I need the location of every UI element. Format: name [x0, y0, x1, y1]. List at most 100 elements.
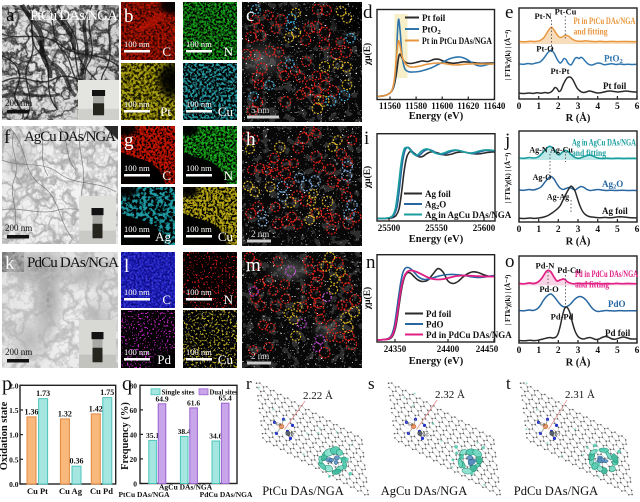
svg-text:| FTk³χ(k) | (Å⁻⁴): | FTk³χ(k) | (Å⁻⁴) [504, 274, 512, 325]
svg-text:34.6: 34.6 [209, 432, 222, 441]
svg-text:3: 3 [576, 225, 581, 235]
svg-text:200 nm: 200 nm [5, 347, 32, 357]
svg-text:35.1: 35.1 [146, 431, 159, 440]
svg-text:Energy (eV): Energy (eV) [409, 234, 464, 245]
svg-text:Pt: Pt [291, 432, 296, 437]
svg-text:Oxidation state: Oxidation state [0, 401, 10, 470]
svg-text:0: 0 [517, 225, 522, 235]
svg-text:100 nm: 100 nm [124, 163, 150, 173]
svg-text:1.73: 1.73 [36, 389, 50, 398]
svg-text:| FTk³χ(k) | (Å⁻⁴): | FTk³χ(k) | (Å⁻⁴) [504, 29, 512, 80]
svg-text:100 nm: 100 nm [186, 99, 212, 109]
svg-text:AgCu DAs/NGA: AgCu DAs/NGA [159, 483, 213, 492]
svg-text:1.0: 1.0 [9, 431, 19, 440]
svg-text:3: 3 [576, 346, 581, 356]
svg-text:2.31 Å: 2.31 Å [565, 389, 595, 401]
svg-text:Energy (eV): Energy (eV) [409, 356, 464, 367]
svg-text:24400: 24400 [437, 344, 460, 354]
svg-text:h: h [246, 129, 256, 150]
svg-text:Frequency (%): Frequency (%) [120, 402, 131, 470]
svg-text:4: 4 [595, 346, 600, 356]
svg-text:Cu: Cu [218, 352, 234, 367]
svg-text:3: 3 [576, 102, 581, 112]
svg-text:25550: 25550 [425, 223, 448, 233]
svg-text:100 nm: 100 nm [186, 224, 212, 234]
svg-text:5: 5 [615, 225, 620, 235]
svg-text:11560: 11560 [379, 101, 402, 111]
svg-text:PdO: PdO [426, 320, 444, 330]
svg-text:c: c [246, 5, 254, 26]
svg-text:Cu: Cu [218, 229, 234, 244]
svg-text:6: 6 [635, 346, 640, 356]
svg-text:Energy (eV): Energy (eV) [409, 111, 464, 122]
svg-text:2.0: 2.0 [9, 381, 19, 390]
svg-text:24350: 24350 [384, 344, 407, 354]
svg-text:| FTk³χ(k) | (Å⁻⁴): | FTk³χ(k) | (Å⁻⁴) [504, 152, 512, 203]
svg-text:2.22 Å: 2.22 Å [303, 390, 333, 402]
svg-text:Pd: Pd [157, 352, 171, 367]
svg-text:Pd in PdCu DAs/NGA: Pd in PdCu DAs/NGA [575, 269, 638, 279]
svg-text:R (Å): R (Å) [566, 357, 591, 369]
svg-text:5 nm: 5 nm [251, 105, 269, 115]
svg-text:Cu Pd: Cu Pd [90, 486, 113, 496]
svg-text:Ag in AgCu DAs/NGA: Ag in AgCu DAs/NGA [572, 138, 636, 148]
svg-text:11600: 11600 [431, 101, 454, 111]
svg-text:Ag-Cu: Ag-Cu [550, 146, 573, 155]
svg-text:Ag-O: Ag-O [533, 173, 552, 182]
svg-text:b: b [124, 6, 134, 27]
svg-text:N: N [224, 44, 234, 59]
svg-text:1: 1 [536, 102, 541, 112]
svg-text:d: d [363, 2, 373, 23]
svg-text:2: 2 [556, 225, 561, 235]
svg-text:2: 2 [556, 102, 561, 112]
svg-text:1: 1 [536, 346, 541, 356]
svg-text:m: m [246, 255, 261, 276]
svg-text:k: k [5, 253, 15, 274]
svg-text:PtCu DAs/NGA: PtCu DAs/NGA [262, 484, 344, 498]
svg-text:PtO2: PtO2 [604, 54, 623, 66]
svg-text:1.42: 1.42 [89, 404, 103, 413]
svg-text:t: t [506, 374, 511, 393]
svg-text:Ag2O: Ag2O [425, 200, 446, 212]
svg-text:χμ(E): χμ(E) [362, 166, 373, 189]
svg-text:64.9: 64.9 [155, 394, 168, 403]
svg-text:χμ(E): χμ(E) [362, 43, 373, 66]
svg-text:and fitting: and fitting [575, 280, 609, 290]
svg-text:Pt-N: Pt-N [535, 11, 553, 21]
svg-text:Cu: Cu [276, 422, 282, 427]
svg-text:1.36: 1.36 [25, 407, 39, 416]
svg-text:Ag in AgCu DAs/NGA: Ag in AgCu DAs/NGA [425, 210, 512, 220]
svg-text:100 nm: 100 nm [124, 347, 150, 357]
svg-text:4: 4 [595, 102, 600, 112]
svg-text:Ag: Ag [155, 229, 171, 244]
svg-text:Ag-N: Ag-N [529, 146, 547, 155]
svg-text:C: C [162, 44, 171, 59]
svg-text:24450: 24450 [476, 344, 499, 354]
svg-text:Dual sites: Dual sites [210, 387, 238, 396]
svg-text:PdCu DAs/NGA: PdCu DAs/NGA [514, 484, 598, 498]
svg-text:60: 60 [130, 406, 138, 415]
svg-text:C: C [162, 292, 171, 307]
svg-text:100 nm: 100 nm [124, 224, 150, 234]
svg-text:Pd-Pd: Pd-Pd [551, 312, 574, 322]
svg-text:2 nm: 2 nm [251, 229, 269, 239]
svg-text:g: g [124, 130, 134, 151]
svg-text:200 nm: 200 nm [5, 223, 32, 233]
svg-text:25500: 25500 [378, 223, 401, 233]
svg-text:0: 0 [133, 480, 137, 489]
svg-text:0.0: 0.0 [9, 480, 19, 489]
svg-text:100 nm: 100 nm [186, 163, 212, 173]
svg-text:2 nm: 2 nm [251, 351, 269, 361]
svg-text:i: i [364, 128, 369, 149]
svg-text:11620: 11620 [457, 101, 480, 111]
svg-text:Cu Pt: Cu Pt [27, 486, 48, 496]
svg-text:R (Å): R (Å) [566, 112, 591, 124]
svg-text:o: o [505, 251, 515, 272]
svg-text:PtCu DAs/NGA: PtCu DAs/NGA [118, 490, 170, 499]
svg-text:4: 4 [595, 225, 600, 235]
svg-text:PdO: PdO [608, 299, 626, 309]
svg-text:6: 6 [635, 102, 640, 112]
svg-text:Cu: Cu [540, 422, 546, 427]
svg-text:n: n [366, 252, 376, 273]
svg-text:N: N [224, 168, 234, 183]
